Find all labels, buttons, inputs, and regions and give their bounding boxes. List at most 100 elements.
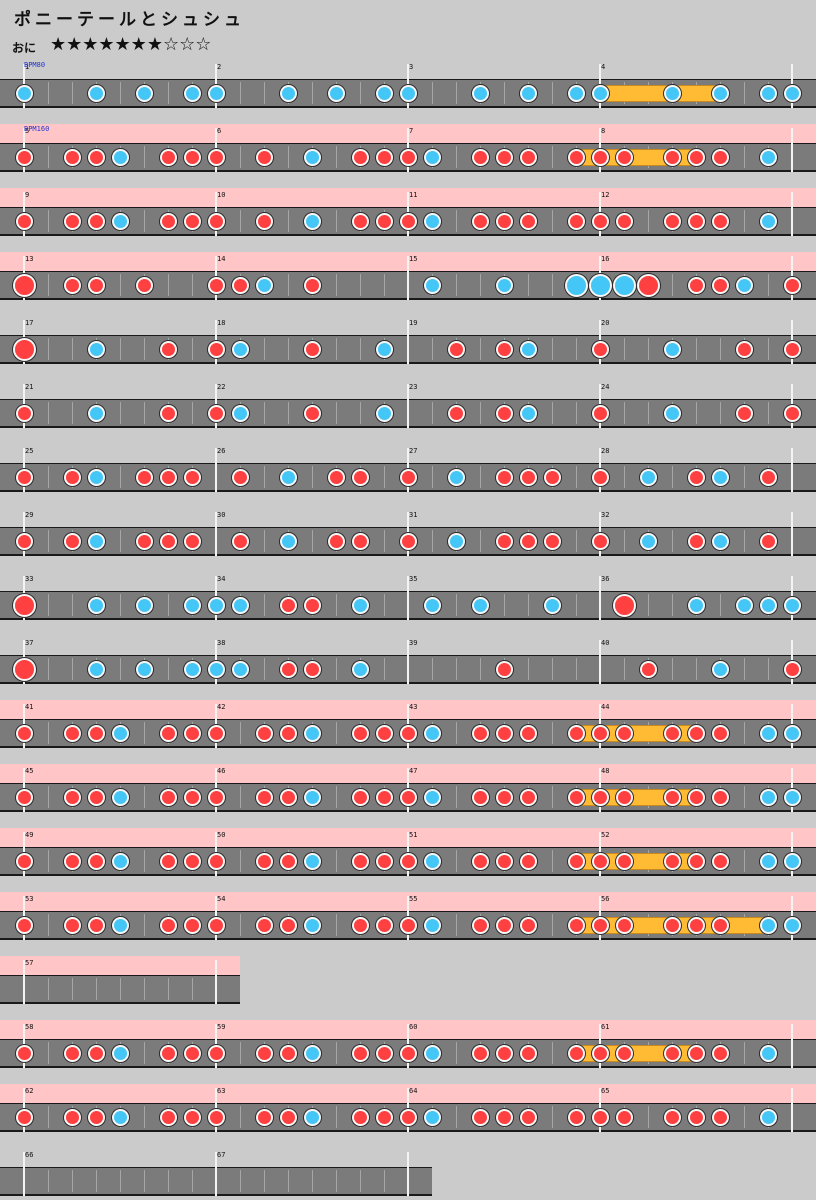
don-note: [183, 1108, 201, 1126]
don-note: [663, 1044, 681, 1062]
don-note: [15, 1044, 33, 1062]
beat-line: [432, 466, 433, 488]
ka-note: [87, 596, 105, 614]
ka-note: [423, 724, 441, 742]
beat-line: [48, 594, 49, 616]
don-note: [399, 212, 417, 230]
don-note: [471, 1044, 489, 1062]
don-note: [711, 852, 729, 870]
ka-note: [423, 212, 441, 230]
ka-note: [759, 1108, 777, 1126]
beat-line: [384, 466, 385, 488]
beat-line: [456, 210, 457, 232]
don-note: [663, 212, 681, 230]
barline: [407, 256, 409, 300]
beat-line: [144, 978, 145, 1000]
beat-line: [552, 658, 553, 680]
beat-line: [312, 1170, 313, 1192]
measure-number: 26: [217, 447, 226, 455]
beat-line: [432, 402, 433, 424]
chart-row: 62 63 64 65: [0, 1084, 816, 1136]
beat-line: [576, 338, 577, 360]
beat-line: [72, 594, 73, 616]
ka-note: [279, 532, 297, 550]
measure-number: 59: [217, 1023, 226, 1031]
barline: [215, 960, 217, 1004]
beat-line: [144, 210, 145, 232]
measure-number: 13: [25, 255, 34, 263]
beat-line: [768, 402, 769, 424]
beat-line: [456, 786, 457, 808]
don-note: [471, 788, 489, 806]
ka-note: [303, 852, 321, 870]
beat-line: [264, 466, 265, 488]
don-note: [687, 1108, 705, 1126]
beat-line: [624, 402, 625, 424]
don-note: [591, 404, 609, 422]
measure-number: 1: [25, 63, 30, 71]
ka-note: [303, 788, 321, 806]
ka-note: [471, 84, 489, 102]
beat-line: [192, 274, 193, 296]
barline: [23, 960, 25, 1004]
beat-line: [744, 722, 745, 744]
don-note: [783, 660, 801, 678]
beat-line: [288, 274, 289, 296]
don-note: [303, 276, 321, 294]
don-note: [255, 212, 273, 230]
course-label: おに: [12, 41, 37, 55]
don-note: [519, 212, 537, 230]
don-note: [375, 1108, 393, 1126]
don-note: [63, 1044, 81, 1062]
don-note: [375, 724, 393, 742]
measure-number: 23: [409, 383, 418, 391]
barline: [407, 576, 409, 620]
beat-line: [552, 338, 553, 360]
don-note: [327, 532, 345, 550]
beat-line: [72, 978, 73, 1000]
measure-number: 34: [217, 575, 226, 583]
beat-line: [48, 82, 49, 104]
beat-line: [480, 338, 481, 360]
measure-number: 5: [25, 127, 30, 135]
don-note: [471, 852, 489, 870]
don-note: [543, 468, 561, 486]
measure-number: 45: [25, 767, 34, 775]
don-note: [303, 404, 321, 422]
beat-line: [744, 1106, 745, 1128]
measure-number: 20: [601, 319, 610, 327]
chart-row: 29 30 31 32: [0, 508, 816, 560]
don-note: [327, 468, 345, 486]
don-note: [63, 532, 81, 550]
don-note: [135, 468, 153, 486]
don-note: [15, 532, 33, 550]
beat-line: [144, 1042, 145, 1064]
beat-line: [240, 146, 241, 168]
beat-line: [456, 594, 457, 616]
ka-note: [231, 660, 249, 678]
measure-number: 35: [409, 575, 418, 583]
beat-line: [240, 786, 241, 808]
don-note: [591, 1108, 609, 1126]
beat-line: [768, 338, 769, 360]
don-note: [591, 468, 609, 486]
don-note: [471, 1108, 489, 1126]
beat-line: [168, 594, 169, 616]
don-note: [183, 212, 201, 230]
chart-row: 25 26 27 28: [0, 444, 816, 496]
beat-line: [456, 658, 457, 680]
beat-line: [624, 530, 625, 552]
ka-note: [87, 84, 105, 102]
don-note: [711, 724, 729, 742]
beat-line: [120, 1170, 121, 1192]
measure-number: 16: [601, 255, 610, 263]
beat-line: [456, 146, 457, 168]
beat-line: [456, 914, 457, 936]
don-note: [615, 788, 633, 806]
beat-line: [336, 722, 337, 744]
beat-line: [648, 594, 649, 616]
difficulty-stars: ★★★★★★★☆☆☆: [50, 34, 212, 55]
don-note: [63, 788, 81, 806]
beat-line: [144, 402, 145, 424]
ka-note: [423, 1108, 441, 1126]
